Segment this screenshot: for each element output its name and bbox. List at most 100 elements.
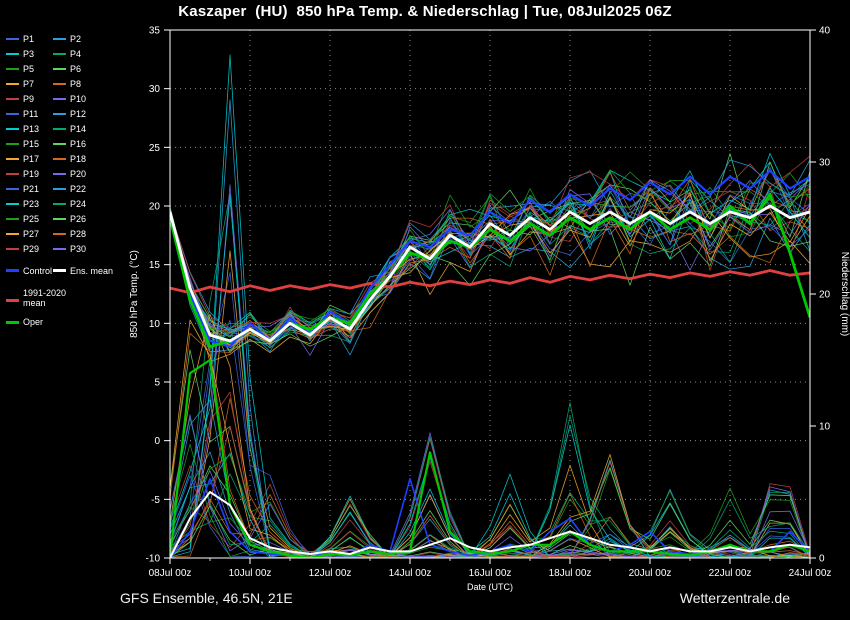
member-precip-line: [170, 397, 810, 558]
legend-item-p1: P1: [6, 34, 53, 44]
member-temp-line: [170, 179, 810, 344]
left-tick-label: -5: [151, 495, 160, 506]
legend-item-ens-mean: Ens. mean: [53, 266, 113, 276]
x-tick-label: 08Jul 00z: [149, 568, 192, 579]
legend-swatch: [53, 157, 66, 160]
legend-label: P13: [23, 123, 40, 134]
legend-label: P26: [70, 213, 87, 224]
legend-label: P3: [23, 48, 35, 59]
legend: P1 P2 P3 P4 P5 P6 P7 P8 P9 P10 P11 P12 P13 P14 P15 P16 P…: [6, 31, 171, 330]
legend-item-p9: P9: [6, 94, 53, 104]
legend-item-p10: P10: [53, 94, 100, 104]
legend-label: P27: [23, 228, 40, 239]
legend-item-p23: P23: [6, 199, 53, 209]
right-tick-label: 10: [819, 422, 831, 433]
legend-label: P14: [70, 123, 87, 134]
legend-swatch: [6, 82, 19, 85]
legend-swatch: [6, 127, 19, 130]
legend-swatch: [6, 320, 19, 324]
legend-item-p17: P17: [6, 154, 53, 164]
legend-swatch: [53, 82, 66, 85]
legend-swatch: [6, 269, 19, 272]
legend-item-p3: P3: [6, 49, 53, 59]
data-lines: [170, 54, 810, 558]
series-line-ens-mean: [170, 204, 810, 343]
legend-swatch: [6, 97, 19, 100]
series-line-1991-2020-mean: [170, 269, 810, 295]
legend-label: P19: [23, 168, 40, 179]
legend-swatch: [6, 157, 19, 160]
legend-row: P7 P8: [6, 76, 171, 91]
legend-label: P15: [23, 138, 40, 149]
left-tick-label: -10: [146, 554, 161, 565]
legend-label: Control: [23, 265, 53, 276]
legend-item-control: Control: [6, 266, 53, 276]
legend-label: Oper: [23, 317, 44, 328]
legend-swatch: [6, 217, 19, 220]
legend-label: 1991-2020 mean: [23, 288, 67, 309]
member-temp-line: [170, 206, 810, 351]
legend-item-p19: P19: [6, 169, 53, 179]
legend-item-p8: P8: [53, 79, 100, 89]
x-tick-label: 14Jul 00z: [389, 568, 432, 579]
legend-swatch: [6, 232, 19, 235]
legend-item-p14: P14: [53, 124, 100, 134]
legend-label: P25: [23, 213, 40, 224]
right-tick-label: 0: [819, 554, 825, 565]
left-tick-label: 35: [149, 26, 161, 37]
legend-swatch: [53, 202, 66, 205]
right-axis-label: Niederschlag (mm): [839, 252, 850, 336]
legend-label: P4: [70, 48, 82, 59]
footer-brand: Wetterzentrale.de: [679, 590, 790, 606]
legend-label: P10: [70, 93, 87, 104]
legend-label: P12: [70, 108, 87, 119]
legend-row-special: Control Ens. mean: [6, 263, 171, 278]
legend-label: P9: [23, 93, 35, 104]
legend-swatch: [53, 187, 66, 190]
legend-label: P17: [23, 153, 40, 164]
chart-title: Kaszaper (HU) 850 hPa Temp. & Niederschl…: [178, 3, 672, 20]
legend-swatch: [53, 37, 66, 40]
legend-label: P5: [23, 63, 35, 74]
legend-label: P2: [70, 33, 82, 44]
legend-swatch: [53, 127, 66, 130]
legend-label: P21: [23, 183, 40, 194]
legend-row: P25 P26: [6, 211, 171, 226]
legend-row: P29 P30: [6, 241, 171, 256]
legend-label: P6: [70, 63, 82, 74]
legend-row: P27 P28: [6, 226, 171, 241]
right-tick-label: 30: [819, 158, 831, 169]
legend-label: P1: [23, 33, 35, 44]
legend-item-p13: P13: [6, 124, 53, 134]
legend-row: P21 P22: [6, 181, 171, 196]
legend-swatch: [6, 298, 19, 302]
legend-row: P11 P12: [6, 106, 171, 121]
gridlines: [170, 30, 810, 558]
legend-swatch: [6, 172, 19, 175]
x-axis-label: Date (UTC): [467, 582, 513, 592]
x-tick-label: 16Jul 00z: [469, 568, 512, 579]
series-line-oper-precip: [170, 358, 810, 558]
legend-label: P11: [23, 108, 39, 119]
axes: 35 30 25 20 15 10 5 0 -5 -10 40 30 20 10 0 08Jul 00z 10J…: [129, 26, 850, 593]
x-tick-label: 20Jul 00z: [629, 568, 672, 579]
legend-swatch: [6, 247, 19, 250]
legend-swatch: [6, 187, 19, 190]
legend-label: P16: [70, 138, 87, 149]
legend-item-1991-2020-mean: 1991-2020 mean: [6, 288, 116, 309]
legend-item-p6: P6: [53, 64, 100, 74]
x-tick-label: 22Jul 00z: [709, 568, 752, 579]
legend-swatch: [53, 97, 66, 100]
series-line-ens-mean-precip: [170, 491, 810, 558]
legend-item-p2: P2: [53, 34, 100, 44]
legend-item-p5: P5: [6, 64, 53, 74]
legend-item-p16: P16: [53, 139, 100, 149]
legend-item-p18: P18: [53, 154, 100, 164]
legend-row: P23 P24: [6, 196, 171, 211]
legend-swatch: [53, 52, 66, 55]
member-temp-line: [170, 197, 810, 348]
legend-item-p24: P24: [53, 199, 100, 209]
left-tick-label: 25: [149, 143, 161, 154]
legend-item-p26: P26: [53, 214, 100, 224]
legend-item-oper: Oper: [6, 317, 53, 327]
